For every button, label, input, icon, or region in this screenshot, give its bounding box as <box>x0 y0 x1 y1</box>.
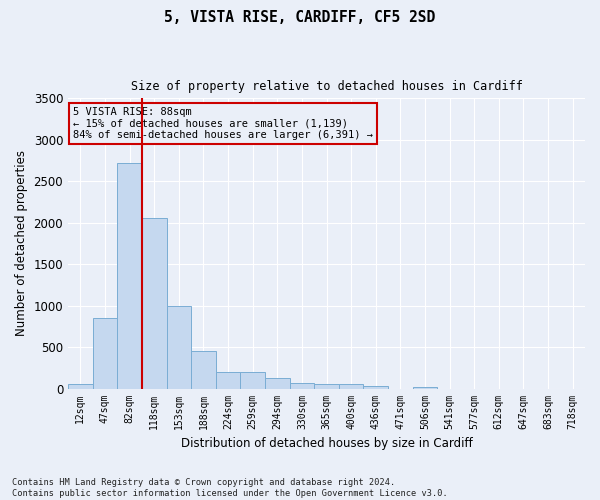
Text: Contains HM Land Registry data © Crown copyright and database right 2024.
Contai: Contains HM Land Registry data © Crown c… <box>12 478 448 498</box>
Bar <box>191 351 216 389</box>
Text: 5 VISTA RISE: 88sqm
← 15% of detached houses are smaller (1,139)
84% of semi-det: 5 VISTA RISE: 88sqm ← 15% of detached ho… <box>73 107 373 140</box>
Bar <box>167 306 191 388</box>
Bar <box>117 163 142 388</box>
Bar <box>413 387 437 388</box>
Bar <box>68 384 92 388</box>
Bar <box>216 372 241 388</box>
Bar <box>339 384 364 388</box>
Title: Size of property relative to detached houses in Cardiff: Size of property relative to detached ho… <box>131 80 523 93</box>
Bar <box>314 384 339 388</box>
X-axis label: Distribution of detached houses by size in Cardiff: Distribution of detached houses by size … <box>181 437 472 450</box>
Bar <box>290 383 314 388</box>
Bar <box>142 218 167 388</box>
Y-axis label: Number of detached properties: Number of detached properties <box>15 150 28 336</box>
Bar <box>92 318 117 388</box>
Text: 5, VISTA RISE, CARDIFF, CF5 2SD: 5, VISTA RISE, CARDIFF, CF5 2SD <box>164 10 436 25</box>
Bar <box>241 372 265 388</box>
Bar <box>364 386 388 388</box>
Bar <box>265 378 290 388</box>
